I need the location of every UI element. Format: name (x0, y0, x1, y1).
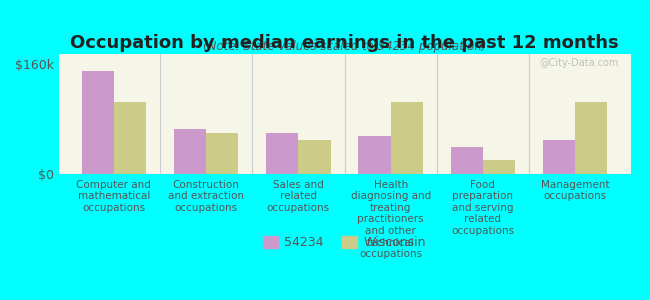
Bar (450, 147, 483, 174)
Bar (298, 140, 331, 174)
Bar (543, 140, 575, 174)
Bar (81, 71, 114, 174)
Bar (483, 160, 515, 174)
Text: (Note: State values scaled to 54234 population): (Note: State values scaled to 54234 popu… (203, 40, 486, 53)
Bar (358, 136, 391, 174)
Bar (266, 133, 298, 174)
Legend: 54234, Wisconsin: 54234, Wisconsin (258, 230, 431, 254)
Bar (114, 102, 146, 174)
Bar (575, 102, 608, 174)
Bar (391, 102, 423, 174)
Bar (206, 133, 239, 174)
Bar (174, 129, 206, 174)
Title: Occupation by median earnings in the past 12 months: Occupation by median earnings in the pas… (70, 34, 619, 52)
Text: @City-Data.com: @City-Data.com (540, 58, 619, 68)
